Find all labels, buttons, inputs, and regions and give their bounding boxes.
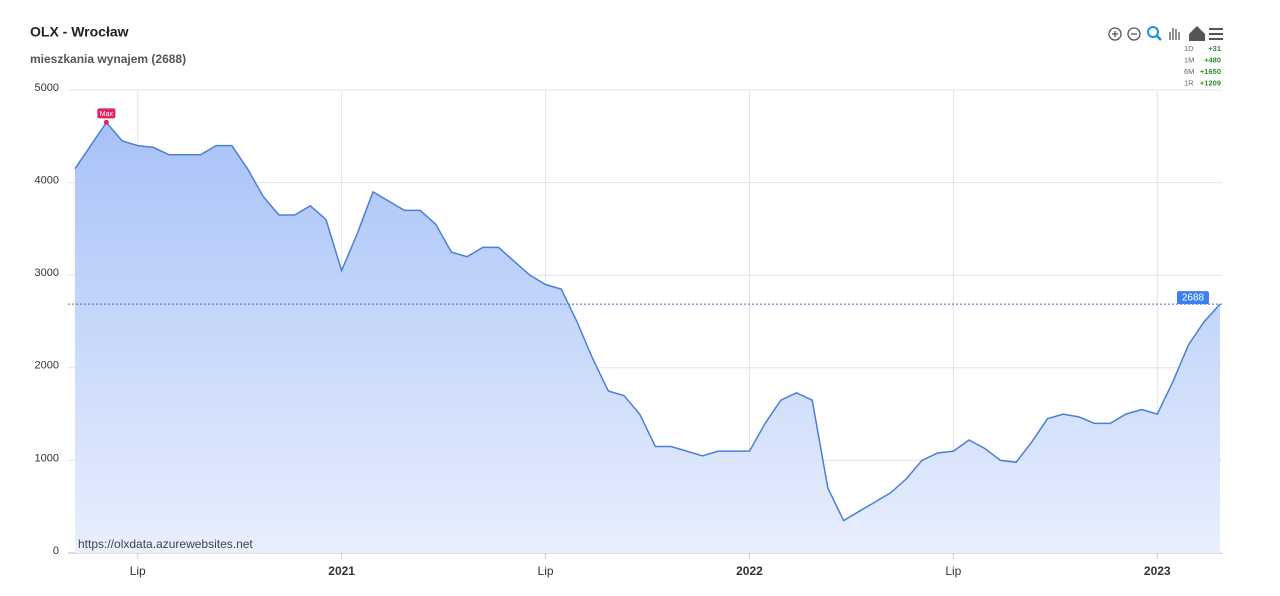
x-tick-label: Lip [945, 564, 961, 578]
x-tick-label: 2022 [736, 564, 763, 578]
last-value-badge [1177, 291, 1209, 305]
stat-period: 6M [1184, 67, 1194, 76]
x-tick-label: Lip [130, 564, 146, 578]
y-tick-label: 3000 [35, 267, 59, 279]
max-badge [97, 108, 116, 119]
menu[interactable] [1209, 28, 1223, 40]
stat-period: 1D [1184, 44, 1194, 53]
selection-zoom-handle [1156, 35, 1162, 41]
stat-period: 1R [1184, 78, 1194, 87]
watermark: https://olxdata.azurewebsites.net [78, 537, 253, 551]
reset[interactable] [1189, 26, 1205, 41]
y-tick-label: 4000 [35, 175, 59, 187]
selection-zoom[interactable] [1147, 26, 1159, 38]
toolbar[interactable] [1108, 26, 1223, 41]
y-tick-label: 5000 [35, 82, 59, 94]
x-tick-label: 2021 [328, 564, 355, 578]
last-value-label: 2688 [1182, 293, 1205, 304]
stat-change: +480 [1204, 55, 1221, 64]
x-tick-label: 2023 [1144, 564, 1171, 578]
line [74, 121, 1221, 522]
area [75, 122, 1220, 554]
chart-title: OLX - Wrocław [30, 24, 129, 40]
stat-change: +1209 [1200, 78, 1221, 87]
x-tick-label: Lip [538, 564, 554, 578]
y-tick-label: 0 [53, 545, 59, 557]
y-tick-label: 2000 [35, 360, 59, 372]
stat-period: 1M [1184, 55, 1194, 64]
zoom-in-plus [1112, 31, 1118, 37]
stats: 1D +31 1M +480 6M +1650 1R +1209 [1184, 44, 1221, 88]
stat-change: +31 [1208, 44, 1221, 53]
zoom-in[interactable] [1108, 27, 1122, 41]
chart-subtitle: mieszkania wynajem (2688) [30, 52, 186, 66]
zoom-out[interactable] [1127, 27, 1141, 41]
max-point [103, 119, 109, 125]
pan[interactable] [1169, 28, 1180, 40]
stat-change: +1650 [1200, 67, 1221, 76]
y-tick-label: 1000 [35, 452, 59, 464]
max-label: Max [100, 111, 114, 118]
